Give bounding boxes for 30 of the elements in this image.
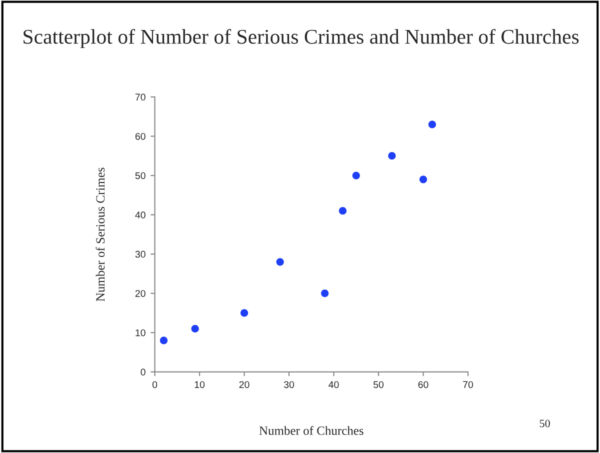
x-tick-label: 10	[194, 381, 205, 388]
y-tick-label: 20	[135, 290, 146, 297]
y-tick-label: 0	[140, 368, 146, 376]
y-tick-label: 30	[135, 250, 146, 258]
point	[276, 258, 284, 266]
x-tick-label: 50	[373, 381, 384, 388]
point	[338, 207, 347, 215]
x-tick-label: 60	[418, 381, 428, 388]
point	[160, 336, 168, 344]
x-tick-label: 40	[328, 381, 339, 388]
x-axis-title: Number of Churches	[259, 426, 364, 435]
point	[428, 120, 436, 128]
y-tick-label: 50	[135, 172, 146, 180]
y-tick-label: 40	[135, 212, 146, 218]
point	[352, 172, 360, 180]
chart-title: Scatterplot of Number of Serious Crimes and Number of Churches	[24, 28, 579, 48]
y-axis-title: Number of Serious Crimes	[96, 168, 105, 302]
point	[419, 176, 428, 184]
text: 50	[540, 420, 550, 428]
x-tick-label: 20	[239, 381, 250, 388]
point	[240, 309, 248, 317]
point	[388, 152, 396, 160]
x-tick-label: 30	[284, 381, 294, 388]
x-tick-label: 70	[463, 381, 474, 388]
y-tick-label: 10	[136, 329, 146, 336]
point	[321, 290, 329, 298]
point	[191, 324, 199, 333]
y-tick-label: 70	[135, 94, 146, 101]
y-tick-label: 60	[135, 132, 146, 140]
x-tick-label: 0	[152, 381, 158, 388]
